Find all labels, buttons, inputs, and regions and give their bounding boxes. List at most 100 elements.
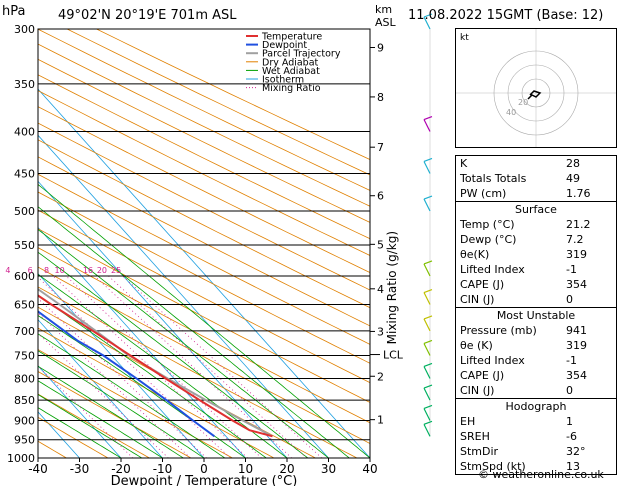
mixing-ratio-label: 20 [97,266,107,275]
hodograph-index-row: StmSpd (kt) 13 [456,459,616,474]
mixing-ratio-label: 16 [83,266,93,275]
wet-adiabat-line [38,295,267,458]
wind-barb-icon [423,343,431,356]
surface-label: CAPE (J) [460,278,505,291]
km-tick-label: 4 [377,283,384,296]
dry-adiabat-line [96,29,370,161]
dry-adiabat-line [38,106,370,274]
pressure-tick-label: 450 [14,167,35,180]
most-unstable-label: CAPE (J) [460,369,505,382]
isotherm-line [38,272,205,458]
surface-value: 354 [566,278,587,291]
pressure-tick-label: 650 [14,299,35,312]
surface-row: CAPE (J) 354 [456,277,616,292]
mixing-ratio-line [38,312,191,458]
legend-entry: Parcel Trajectory [262,49,341,60]
wet-adiabat-line [38,393,143,458]
lcl-label: LCL [383,349,404,362]
surface-title: Surface [515,203,557,216]
surface-value: 7.2 [566,233,584,246]
dewpoint-line [38,310,215,438]
pressure-tick-label: 800 [14,372,35,385]
isotherm-line [38,365,122,458]
mixing-ratio-line [108,275,307,458]
index-row: PW (cm) 1.76 [456,186,616,201]
legend-entry: Dry Adiabat [262,57,319,68]
index-row: Totals Totals 49 [456,171,616,186]
pressure-tick-label: 700 [14,325,35,338]
wind-barb-icon [423,161,431,174]
dry-adiabat-line [38,74,370,240]
mixing-ratio-line [94,275,293,458]
most-unstable-label: Pressure (mb) [460,324,537,337]
pressure-tick-label: 300 [14,23,35,36]
dry-adiabat-line [38,58,370,223]
surface-section: Surface Temp (°C) 21.2 Dewp (°C) 7.2 θe(K) 31… [456,202,616,308]
pressure-tick-label: 900 [14,414,35,427]
hodograph-index-value: -6 [566,430,577,443]
wet-adiabat-line [38,365,184,458]
surface-value: -1 [566,263,577,276]
most-unstable-value: 0 [566,384,573,397]
hodograph-title: kt [460,33,469,43]
mixing-ratio-line [52,275,248,458]
hodograph-index-row: SREH -6 [456,429,616,444]
mixing-ratio-axis-label: Mixing Ratio (g/kg) [385,231,399,344]
hodograph-ring [493,50,579,136]
hodograph-index-label: StmSpd (kt) [460,460,526,473]
parcel-trajectory-line [38,287,273,438]
mixing-ratio-label: 6 [28,266,33,275]
mixing-ratio-line [38,276,231,458]
hodograph-index-row: EH 1 [456,414,616,429]
legend-entry: Isotherm [262,75,304,86]
surface-label: CIN (J) [460,293,495,306]
wet-adiabat-line [38,407,122,458]
most-unstable-label: θe (K) [460,339,493,352]
mixing-ratio-label: 10 [55,266,65,275]
most-unstable-label: CIN (J) [460,384,495,397]
most-unstable-row: θe (K) 319 [456,338,616,353]
km-tick-label: 3 [377,325,384,338]
temperature-tick-label: 40 [362,462,377,476]
km-tick-label: 9 [377,42,384,55]
hodograph-ring-label: 40 [506,108,516,117]
dry-adiabat-line [66,29,370,176]
indices-top-section: K 28 Totals Totals 49 PW (cm) 1.76 [456,156,616,202]
dry-adiabat-line [38,122,370,291]
isotherm-line [38,180,288,458]
most-unstable-title: Most Unstable [496,309,576,322]
temperature-tick-label: 30 [321,462,336,476]
hodograph-index-value: 1 [566,415,573,428]
mixing-ratio-label: 25 [111,266,121,275]
dry-adiabat-line [38,90,370,256]
dry-adiabat-line [38,43,370,207]
hodograph-indices-section: Hodograph EH 1 SREH -6 StmDir 32° StmSpd (kt) 1… [456,399,616,474]
temperature-tick-label: -30 [70,462,90,476]
most-unstable-row: CIN (J) 0 [456,383,616,398]
datetime-title: 11.08.2022 15GMT (Base: 12) [408,8,604,23]
km-tick-label: 1 [377,414,384,427]
index-label: PW (cm) [460,187,507,200]
dry-adiabat-line [38,393,150,458]
wind-barb-flag-icon [423,288,433,294]
surface-row: Lifted Index -1 [456,262,616,277]
dry-adiabat-line [38,327,275,458]
km-tick-label: 8 [377,91,384,104]
isotherm-line [38,88,370,458]
surface-value: 21.2 [566,218,591,231]
hodograph-index-label: StmDir [460,445,499,458]
surface-row: Dewp (°C) 7.2 [456,232,616,247]
surface-row: θe(K) 319 [456,247,616,262]
index-value: 1.76 [566,187,591,200]
wind-barb-flag-icon [423,420,433,425]
hodograph-index-value: 13 [566,460,580,473]
wind-barb-flag-icon [423,157,433,163]
temperature-line [38,294,273,438]
wind-barb-flag-icon [423,13,433,18]
mixing-ratio-line [65,275,262,458]
legend-entry: Dewpoint [262,40,307,51]
mixing-ratio-label: 4 [5,266,10,275]
hodograph-indices-title: Hodograph [505,400,567,413]
surface-label: Lifted Index [460,263,525,276]
